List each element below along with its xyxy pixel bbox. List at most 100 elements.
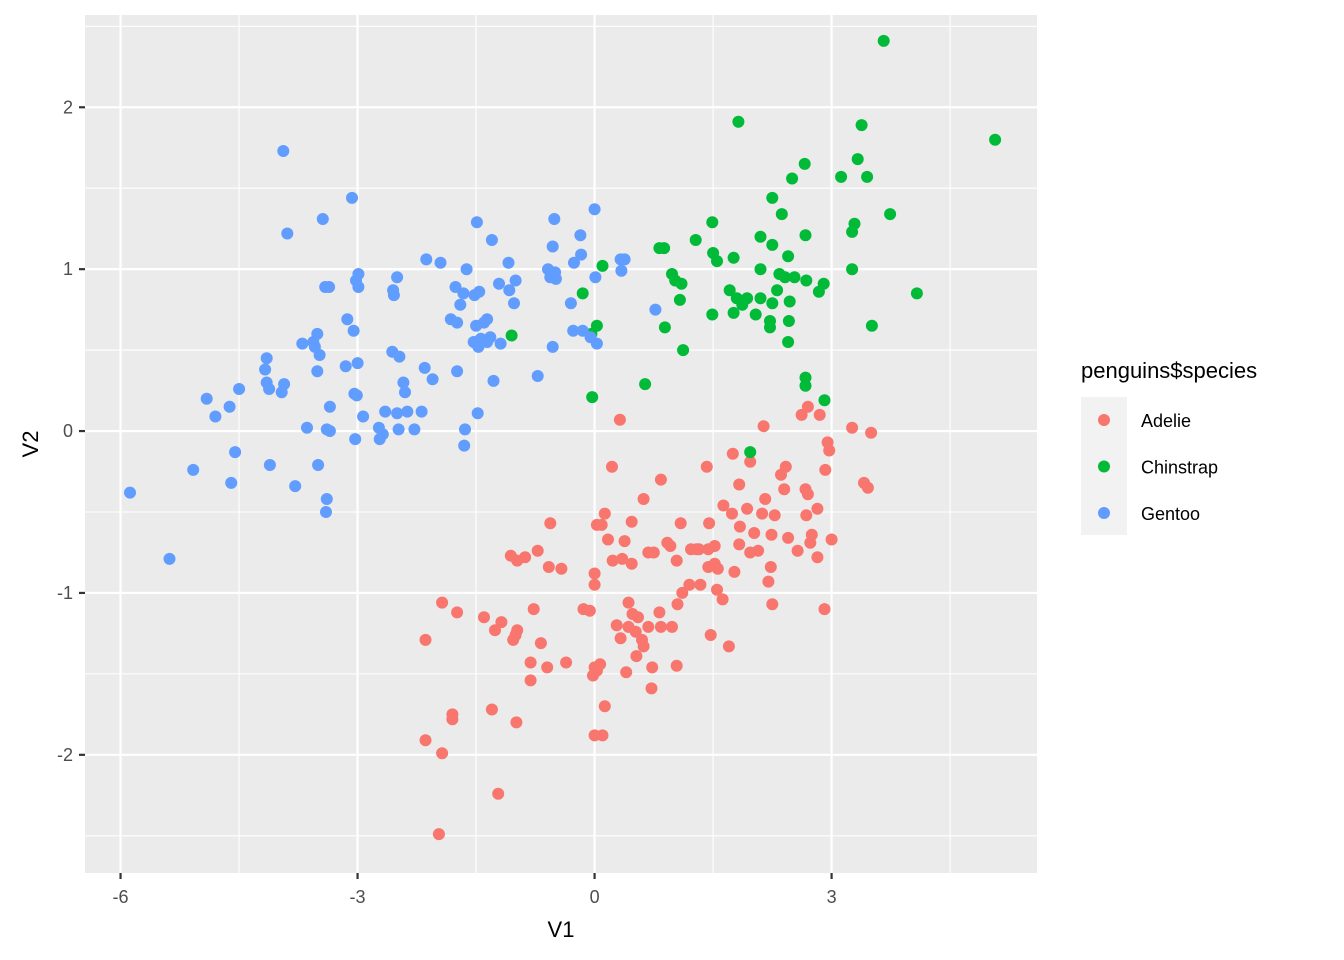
data-point: [472, 340, 485, 353]
data-point: [351, 357, 364, 370]
data-point: [775, 468, 787, 481]
data-point: [645, 682, 658, 695]
data-point: [689, 234, 702, 246]
series-gentoo: [124, 145, 662, 565]
data-point: [505, 329, 518, 342]
data-point: [670, 659, 683, 672]
data-point: [481, 313, 494, 326]
data-point: [618, 253, 631, 266]
data-point: [799, 371, 812, 384]
data-point: [509, 274, 522, 287]
data-point: [764, 561, 777, 573]
data-point: [596, 729, 609, 742]
data-point: [653, 606, 666, 619]
data-point: [484, 331, 497, 344]
data-point: [339, 360, 352, 373]
data-point: [349, 433, 362, 446]
data-point: [622, 596, 635, 609]
data-point: [391, 407, 404, 420]
data-point: [408, 423, 421, 436]
data-point: [393, 350, 406, 363]
legend-label: Adelie: [1141, 411, 1191, 431]
data-point: [260, 352, 273, 365]
data-point: [865, 319, 878, 332]
data-point: [568, 256, 580, 269]
data-point: [583, 604, 596, 617]
y-tick-label: 0: [63, 421, 73, 441]
data-point: [647, 546, 660, 559]
data-point: [877, 34, 890, 47]
data-point: [508, 297, 520, 310]
data-point: [485, 703, 498, 716]
data-point: [478, 611, 490, 624]
data-point: [223, 400, 236, 413]
data-point: [703, 517, 716, 530]
data-point: [616, 552, 629, 565]
data-point: [733, 478, 746, 491]
data-point: [511, 624, 524, 637]
data-point: [457, 287, 470, 300]
data-point: [524, 674, 537, 687]
data-point: [658, 242, 671, 255]
data-point: [531, 370, 544, 382]
data-point: [524, 656, 537, 669]
data-point: [846, 421, 859, 434]
data-point: [700, 460, 713, 473]
data-point: [346, 191, 358, 204]
data-point: [726, 447, 739, 460]
legend-title: penguins$species: [1081, 358, 1257, 383]
data-point: [124, 486, 136, 499]
data-point: [786, 172, 799, 185]
data-point: [618, 535, 631, 548]
data-point: [666, 620, 678, 633]
data-point: [451, 365, 464, 378]
data-point: [671, 598, 684, 611]
data-point: [323, 400, 336, 413]
data-point: [263, 459, 276, 471]
data-point: [825, 533, 838, 546]
data-point: [654, 473, 667, 486]
data-point: [419, 734, 432, 747]
data-point: [392, 423, 405, 436]
data-point: [598, 700, 611, 713]
data-point: [296, 337, 309, 350]
data-point: [391, 271, 404, 284]
y-tick-label: 1: [63, 259, 73, 279]
data-point: [733, 520, 746, 533]
data-point: [418, 361, 431, 374]
legend-item-gentoo: Gentoo: [1098, 504, 1200, 524]
data-point: [846, 263, 859, 276]
minor-gridlines: [85, 15, 1037, 873]
data-point: [766, 297, 779, 310]
data-point: [708, 540, 721, 552]
data-point: [289, 480, 302, 493]
data-point: [736, 298, 749, 311]
data-point: [811, 551, 824, 564]
data-point: [759, 493, 772, 505]
data-point: [674, 517, 687, 530]
data-point: [454, 298, 467, 311]
data-point: [722, 640, 735, 653]
data-point: [263, 383, 276, 395]
data-point: [590, 664, 603, 677]
x-axis-title: V1: [548, 917, 575, 942]
legend-label: Gentoo: [1141, 504, 1200, 524]
data-point: [629, 625, 642, 638]
x-tick-label: -6: [113, 887, 129, 907]
plot-panel: [85, 15, 1037, 873]
data-point: [492, 787, 505, 800]
data-point: [717, 499, 730, 512]
data-point: [574, 229, 587, 242]
legend: penguins$species Adelie Chinstrap Gentoo: [1081, 358, 1257, 535]
data-point: [677, 344, 690, 357]
data-point: [598, 507, 611, 520]
data-point: [233, 383, 246, 395]
data-point: [546, 240, 559, 253]
data-point: [420, 253, 433, 266]
data-point: [818, 603, 831, 616]
data-point: [606, 554, 619, 567]
data-point: [471, 407, 484, 420]
data-point: [744, 446, 757, 459]
data-point: [779, 271, 791, 284]
y-tick-label: 2: [63, 97, 73, 117]
